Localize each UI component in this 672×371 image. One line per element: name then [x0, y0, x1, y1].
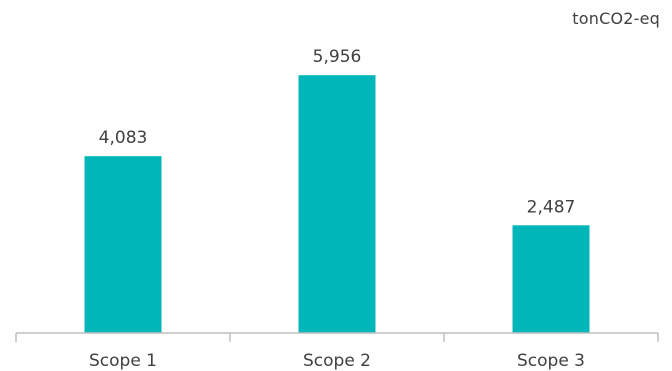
bar-scope-1 — [84, 156, 162, 333]
category-label: Scope 1 — [89, 351, 157, 371]
data-label: 4,083 — [99, 128, 148, 148]
category-label: Scope 3 — [517, 351, 585, 371]
unit-label: tonCO2-eq — [572, 9, 660, 28]
bar-scope-2 — [298, 75, 376, 333]
data-label: 2,487 — [527, 197, 576, 217]
bar-scope-3 — [512, 225, 590, 333]
category-label: Scope 2 — [303, 351, 371, 371]
data-label: 5,956 — [313, 47, 362, 67]
